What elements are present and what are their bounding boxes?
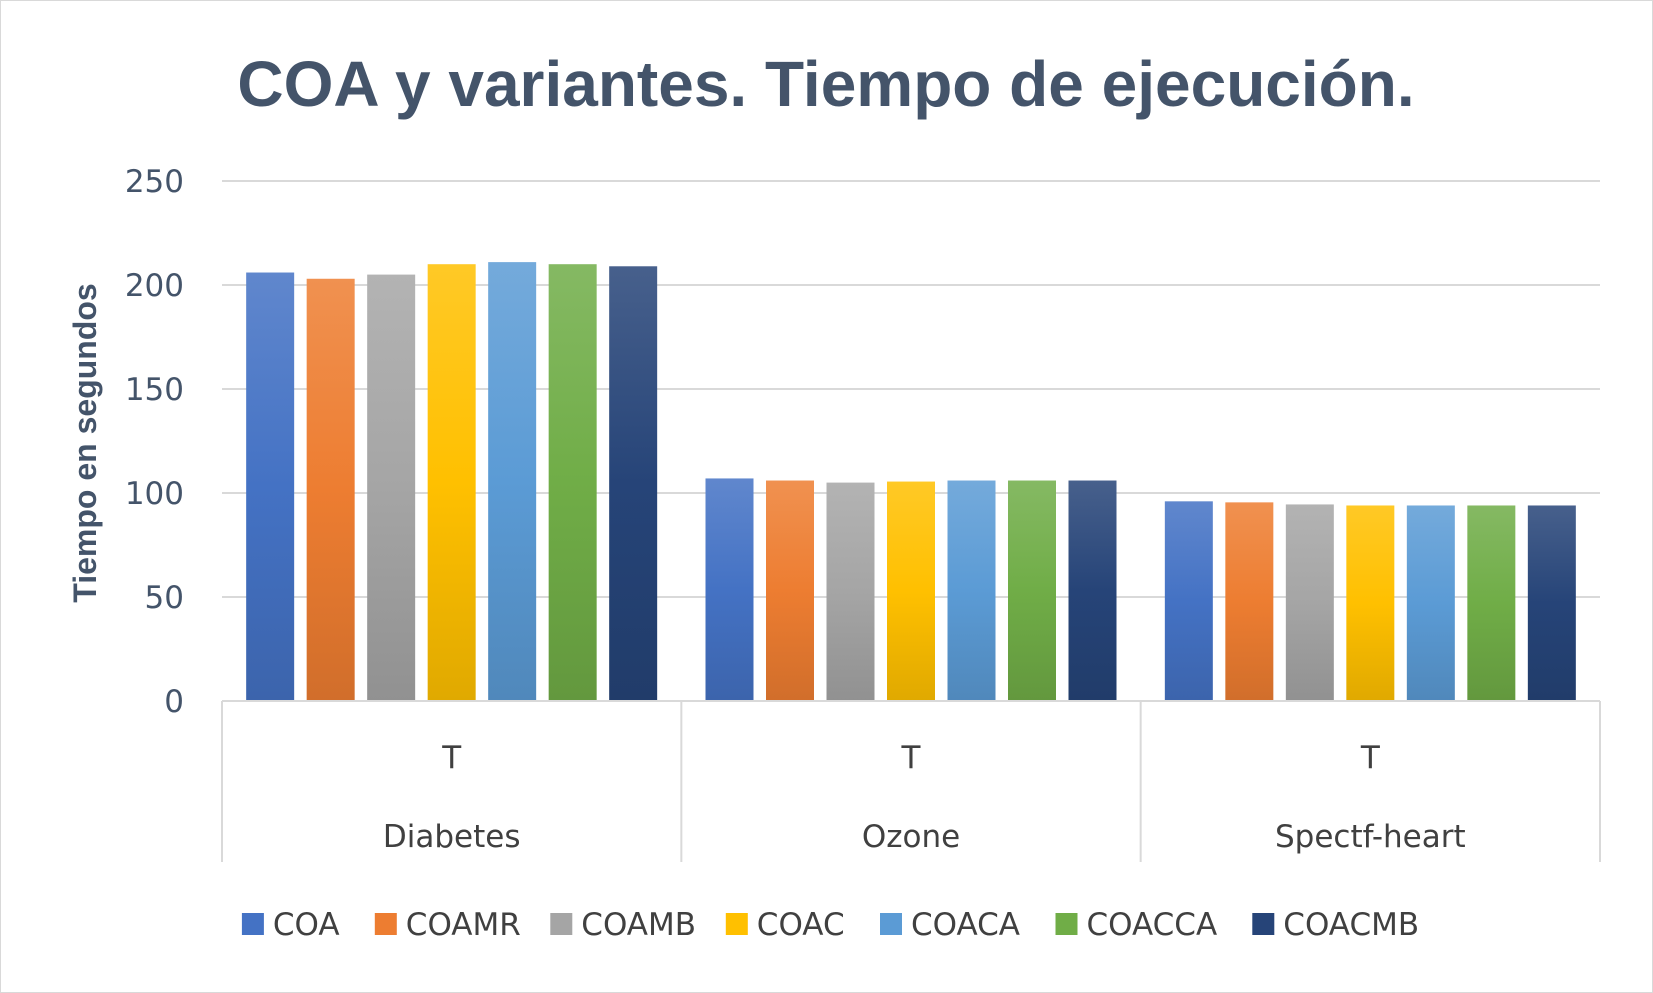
bar-coac (1346, 505, 1395, 701)
legend-label-coamb: COAMB (581, 907, 696, 943)
bar-coacca (1008, 480, 1056, 701)
y-tick-label: 100 (125, 476, 184, 512)
x-sub-label: T (901, 740, 922, 776)
x-sub-label: T (441, 740, 462, 776)
bar-coa (246, 272, 295, 701)
x-category-label: Diabetes (383, 819, 521, 855)
legend-swatch-coacca (1055, 913, 1078, 935)
bar-coacca (1467, 505, 1516, 701)
x-category-label: Spectf-heart (1275, 819, 1466, 855)
chart-title: COA y variantes. Tiempo de ejecución. (237, 48, 1414, 120)
y-tick-label: 200 (125, 268, 184, 304)
bar-coaca (947, 480, 996, 701)
bars (246, 262, 1576, 701)
legend-label-coaca: COACA (911, 907, 1020, 943)
bar-coacmb (1068, 480, 1117, 701)
bar-coaca (488, 262, 537, 701)
bar-coamr (1225, 502, 1274, 701)
legend-label-coa: COA (273, 907, 340, 943)
legend-label-coac: COAC (757, 907, 845, 943)
bar-coa (1164, 501, 1213, 701)
legend-label-coacca: COACCA (1087, 907, 1218, 943)
legend-swatch-coamb (550, 913, 573, 935)
bar-coamb (1285, 504, 1334, 701)
bar-coacmb (1527, 505, 1576, 701)
x-axis: T Diabetes T Ozone T Spectf-heart (221, 700, 1601, 862)
x-category-label: Ozone (862, 819, 960, 855)
bar-coac (427, 264, 476, 701)
y-axis-ticks: 0 50 100 150 200 250 (125, 164, 184, 720)
legend: COA COAMR COAMB COAC COACA COACCA COACMB (241, 907, 1419, 943)
bar-coacmb (609, 266, 658, 701)
bar-coaca (1406, 505, 1455, 701)
y-tick-label: 50 (145, 580, 184, 616)
bar-coamr (766, 480, 814, 701)
y-tick-label: 150 (125, 372, 184, 408)
bar-coacca (548, 264, 597, 701)
bar-coamr (306, 278, 355, 701)
bar-coamb (367, 274, 416, 701)
x-sub-label: T (1360, 740, 1381, 776)
bar-coac (887, 481, 935, 701)
legend-swatch-coa (241, 913, 264, 935)
y-tick-label: 250 (125, 164, 184, 200)
legend-swatch-coacmb (1252, 913, 1275, 935)
legend-label-coamr: COAMR (406, 907, 521, 943)
y-tick-label: 0 (164, 684, 184, 720)
legend-label-coacmb: COACMB (1283, 907, 1419, 943)
legend-swatch-coac (725, 913, 748, 935)
bar-coa (705, 478, 754, 701)
bar-coamb (826, 482, 875, 701)
legend-swatch-coamr (374, 913, 397, 935)
y-axis-title: Tiempo en segundos (67, 283, 103, 602)
legend-swatch-coaca (880, 913, 902, 935)
